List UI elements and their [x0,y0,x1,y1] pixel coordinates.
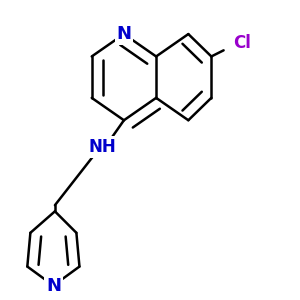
Text: N: N [116,25,131,43]
Text: Cl: Cl [233,34,251,52]
Text: N: N [46,277,61,295]
Text: NH: NH [88,138,116,156]
